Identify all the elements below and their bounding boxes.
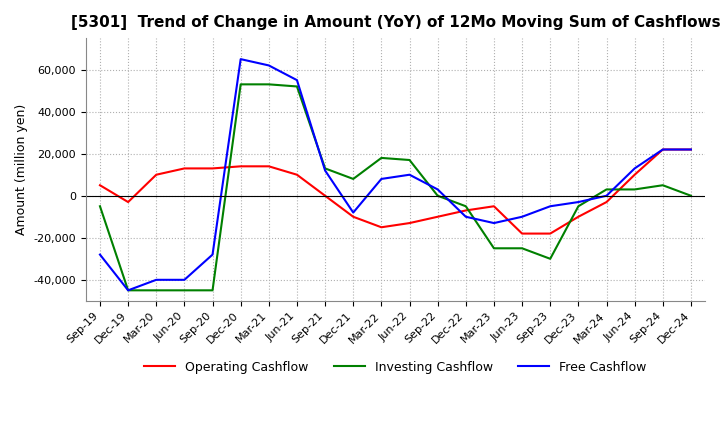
Free Cashflow: [124, 288, 132, 293]
Investing Cashflow: [462, 204, 470, 209]
Y-axis label: Amount (million yen): Amount (million yen): [15, 104, 28, 235]
Free Cashflow: [377, 176, 386, 182]
Free Cashflow: [490, 220, 498, 226]
Investing Cashflow: [264, 82, 273, 87]
Operating Cashflow: [405, 220, 414, 226]
Investing Cashflow: [518, 246, 526, 251]
Investing Cashflow: [659, 183, 667, 188]
Operating Cashflow: [659, 147, 667, 152]
Free Cashflow: [602, 193, 611, 198]
Free Cashflow: [264, 63, 273, 68]
Investing Cashflow: [236, 82, 245, 87]
Operating Cashflow: [433, 214, 442, 220]
Free Cashflow: [405, 172, 414, 177]
Investing Cashflow: [490, 246, 498, 251]
Free Cashflow: [659, 147, 667, 152]
Investing Cashflow: [292, 84, 301, 89]
Free Cashflow: [687, 147, 696, 152]
Operating Cashflow: [574, 214, 582, 220]
Operating Cashflow: [152, 172, 161, 177]
Free Cashflow: [518, 214, 526, 220]
Free Cashflow: [321, 168, 330, 173]
Free Cashflow: [546, 204, 554, 209]
Investing Cashflow: [321, 166, 330, 171]
Legend: Operating Cashflow, Investing Cashflow, Free Cashflow: Operating Cashflow, Investing Cashflow, …: [139, 356, 652, 379]
Free Cashflow: [630, 166, 639, 171]
Investing Cashflow: [208, 288, 217, 293]
Investing Cashflow: [574, 204, 582, 209]
Operating Cashflow: [377, 225, 386, 230]
Free Cashflow: [574, 199, 582, 205]
Free Cashflow: [208, 252, 217, 257]
Operating Cashflow: [96, 183, 104, 188]
Operating Cashflow: [490, 204, 498, 209]
Operating Cashflow: [124, 199, 132, 205]
Investing Cashflow: [433, 193, 442, 198]
Operating Cashflow: [236, 164, 245, 169]
Free Cashflow: [292, 77, 301, 83]
Operating Cashflow: [546, 231, 554, 236]
Free Cashflow: [152, 277, 161, 282]
Line: Free Cashflow: Free Cashflow: [100, 59, 691, 290]
Operating Cashflow: [687, 147, 696, 152]
Operating Cashflow: [208, 166, 217, 171]
Investing Cashflow: [124, 288, 132, 293]
Investing Cashflow: [405, 158, 414, 163]
Investing Cashflow: [152, 288, 161, 293]
Operating Cashflow: [292, 172, 301, 177]
Investing Cashflow: [630, 187, 639, 192]
Investing Cashflow: [546, 256, 554, 261]
Operating Cashflow: [349, 214, 358, 220]
Title: [5301]  Trend of Change in Amount (YoY) of 12Mo Moving Sum of Cashflows: [5301] Trend of Change in Amount (YoY) o…: [71, 15, 720, 30]
Investing Cashflow: [687, 193, 696, 198]
Free Cashflow: [433, 187, 442, 192]
Free Cashflow: [462, 214, 470, 220]
Operating Cashflow: [518, 231, 526, 236]
Line: Operating Cashflow: Operating Cashflow: [100, 150, 691, 234]
Operating Cashflow: [602, 199, 611, 205]
Free Cashflow: [349, 210, 358, 215]
Investing Cashflow: [602, 187, 611, 192]
Operating Cashflow: [180, 166, 189, 171]
Operating Cashflow: [630, 172, 639, 177]
Free Cashflow: [236, 56, 245, 62]
Free Cashflow: [96, 252, 104, 257]
Investing Cashflow: [96, 204, 104, 209]
Free Cashflow: [180, 277, 189, 282]
Investing Cashflow: [349, 176, 358, 182]
Operating Cashflow: [462, 208, 470, 213]
Investing Cashflow: [180, 288, 189, 293]
Line: Investing Cashflow: Investing Cashflow: [100, 84, 691, 290]
Operating Cashflow: [264, 164, 273, 169]
Investing Cashflow: [377, 155, 386, 161]
Operating Cashflow: [321, 193, 330, 198]
